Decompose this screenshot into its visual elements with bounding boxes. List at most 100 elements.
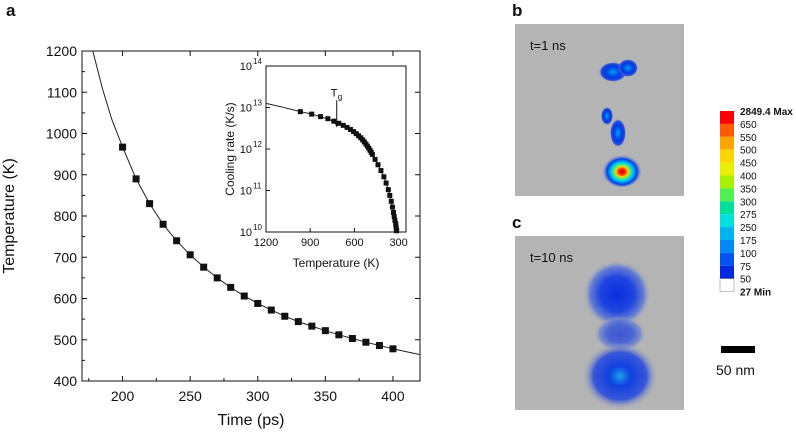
main-series (92, 50, 421, 356)
colorbar-swatch (719, 278, 735, 292)
inset-data-point (381, 174, 387, 180)
colorbar-label: 175 (740, 236, 757, 247)
data-point (375, 342, 383, 350)
hotspot-mid (610, 119, 626, 147)
colorbar-label: 75 (740, 262, 752, 273)
data-point (200, 263, 208, 271)
inset-y-tick-exponent: 14 (253, 57, 262, 66)
hotspot-max (602, 153, 642, 187)
colorbar-label: 500 (740, 146, 757, 157)
main-y-ticks: 400 500 600 700 800 900 1000 1100 1200 (46, 43, 420, 389)
y-tick-label: 800 (54, 208, 78, 224)
data-point (389, 345, 397, 353)
colorbar-label: 27 Min (740, 288, 771, 299)
sim-c-label: t=10 ns (530, 250, 574, 265)
inset-data-point (375, 162, 381, 168)
inset-data-point (388, 198, 394, 204)
tg-arrow-head (333, 121, 340, 128)
data-point (362, 338, 370, 346)
colorbar-swatch (720, 214, 734, 228)
colorbar-label: 300 (740, 197, 757, 208)
inset-y-tick-label: 10 (240, 61, 252, 73)
y-tick-label: 1000 (46, 126, 77, 142)
inset-y-tick-label: 10 (240, 227, 252, 239)
colorbar-swatch (720, 175, 734, 189)
colorbar-label: 2849.4 Max (740, 107, 793, 118)
inset-y-tick-exponent: 12 (253, 140, 262, 149)
inset-data-point (369, 151, 375, 157)
data-point (213, 274, 221, 282)
inset-data-point (394, 228, 400, 234)
scale-bar-label: 50 nm (716, 362, 755, 378)
inset-x-tick-label: 600 (345, 237, 363, 249)
inset-y-tick-exponent: 10 (253, 223, 262, 232)
inset-y-tick-label: 10 (240, 186, 252, 198)
panel-label-c: c (512, 213, 521, 232)
inset-data-point (372, 156, 378, 162)
hotspot-upper-lobe (618, 59, 638, 77)
diffused-spot-upper (583, 260, 651, 328)
data-point (348, 335, 356, 343)
data-point (132, 175, 140, 183)
colorbar-swatch (720, 265, 734, 279)
colorbar-label: 100 (740, 249, 757, 260)
data-point (281, 312, 289, 320)
y-tick-label: 600 (54, 291, 78, 307)
sim-panel-b: t=1 ns (515, 24, 684, 196)
inset-x-tick-label: 300 (389, 237, 407, 249)
x-tick-label: 350 (314, 388, 338, 404)
y-tick-label: 1200 (46, 43, 77, 59)
tg-label: T (331, 87, 338, 99)
data-point (119, 143, 127, 151)
inset-data-point (383, 180, 389, 186)
panel-label-b: b (512, 1, 522, 20)
inset-data-point (347, 126, 353, 132)
panel-label-a: a (6, 1, 16, 20)
colorbar-label: 350 (740, 184, 757, 195)
inset-data-point (351, 129, 357, 135)
diffused-neck (594, 316, 646, 352)
inset-x-axis-title: Temperature (K) (293, 256, 380, 270)
main-chart: 200 250 300 350 400 400 500 600 700 800 900 1000 11… (1, 43, 421, 429)
colorbar-label: 650 (740, 120, 757, 131)
data-point (254, 299, 262, 307)
sim-b-label: t=1 ns (530, 38, 566, 53)
inset-data-point (331, 118, 337, 124)
inset-data-point (390, 209, 396, 215)
data-point (335, 331, 343, 339)
colorbar-label: 400 (740, 172, 757, 183)
y-tick-label: 700 (54, 249, 78, 265)
inset-data-point (297, 109, 303, 115)
colorbar-label: 550 (740, 133, 757, 144)
inset-y-tick-label: 10 (240, 103, 252, 115)
inset-data-point (318, 114, 324, 120)
inset-y-axis-title: Cooling rate (K/s) (223, 102, 237, 195)
colorbar-label: 275 (740, 210, 757, 221)
inset-data-point (391, 214, 397, 220)
colorbar-swatch (720, 136, 734, 150)
data-point (159, 220, 167, 228)
inset-data-point (336, 120, 342, 126)
colorbar-swatch (720, 252, 734, 266)
inset-y-tick-exponent: 13 (253, 99, 262, 108)
colorbar-swatch (720, 240, 734, 253)
colorbar-swatch (720, 123, 734, 137)
inset-data-point (389, 204, 395, 210)
data-point (267, 306, 275, 314)
inset-plot-frame (265, 65, 407, 233)
y-tick-label: 400 (54, 373, 78, 389)
colorbar-label: 250 (740, 223, 757, 234)
inset-data-point (344, 124, 350, 130)
data-point (146, 200, 154, 208)
inset-x-tick-label: 900 (301, 237, 319, 249)
main-y-axis-title: Temperature (K) (1, 158, 18, 274)
data-point (186, 251, 194, 259)
inset-data-point (309, 111, 315, 117)
colorbar-swatch (720, 188, 734, 202)
scale-bar: 50 nm (716, 346, 755, 378)
y-tick-label: 500 (54, 332, 78, 348)
y-tick-label: 1100 (47, 84, 77, 100)
